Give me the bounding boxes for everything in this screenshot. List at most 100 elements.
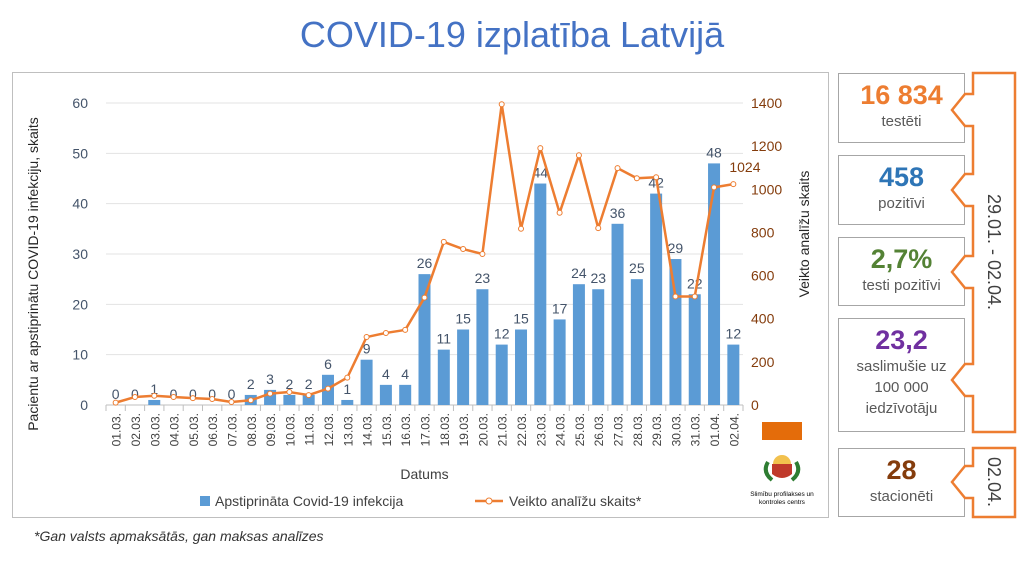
legend-line-marker xyxy=(485,497,493,505)
y2-tick-label: 1000 xyxy=(751,181,782,197)
stat-positive-rate: 2,7% testi pozitīvi xyxy=(838,237,965,306)
line-point xyxy=(170,394,177,401)
stat-tested: 16 834 testēti xyxy=(838,73,965,143)
x-tick-label: 19.03. xyxy=(457,413,471,446)
bar xyxy=(688,294,701,405)
spkc-logo: Slimību profilakses un kontroles centrs xyxy=(750,420,830,515)
x-tick-label: 23.03. xyxy=(534,413,548,446)
stat-value: 16 834 xyxy=(860,80,943,110)
bar-data-label: 11 xyxy=(437,331,452,347)
stat-value: 458 xyxy=(878,162,925,192)
period-main-label: 29.01. - 02.04. xyxy=(984,194,1004,310)
line-point xyxy=(131,394,138,401)
x-tick-label: 02.03. xyxy=(129,413,143,446)
period-single-label: 02.04. xyxy=(984,457,1004,507)
x-tick-label: 24.03. xyxy=(554,413,568,446)
line-point xyxy=(421,294,428,301)
bar-data-label: 2 xyxy=(285,376,293,392)
x-tick-label: 15.03. xyxy=(380,413,394,446)
line-data-label: 1024 xyxy=(729,159,760,175)
bar xyxy=(437,349,450,405)
x-tick-label: 10.03. xyxy=(283,413,297,446)
x-tick-label: 27.03. xyxy=(612,413,626,446)
footnote: *Gan valsts apmaksātās, gan maksas analī… xyxy=(34,528,324,544)
stat-value: 23,2 xyxy=(875,325,928,355)
line-point xyxy=(440,238,447,245)
x-tick-label: 04.03. xyxy=(168,413,182,446)
bar-data-label: 6 xyxy=(324,356,332,372)
bar xyxy=(630,279,643,405)
x-tick-label: 14.03. xyxy=(361,413,375,446)
x-tick-label: 07.03. xyxy=(225,413,239,446)
x-tick-label: 28.03. xyxy=(631,413,645,446)
period-callout-main xyxy=(950,71,1017,434)
bar-data-label: 0 xyxy=(131,386,139,402)
bar-data-label: 4 xyxy=(382,366,390,382)
line-point xyxy=(730,181,737,188)
page-title: COVID-19 izplatība Latvijā xyxy=(299,14,725,55)
y-tick-label: 40 xyxy=(72,196,88,212)
bar-data-label: 36 xyxy=(610,205,626,221)
bar-data-label: 2 xyxy=(305,376,313,392)
bar-data-label: 12 xyxy=(726,326,742,342)
logo-graphic: Slimību profilakses un kontroles centrs xyxy=(750,422,814,506)
bar xyxy=(708,163,721,405)
line-point xyxy=(305,392,312,399)
line-point xyxy=(498,101,505,108)
x-tick-label: 12.03. xyxy=(322,413,336,446)
bar xyxy=(302,394,315,405)
stat-label: stacionēti xyxy=(869,488,934,505)
stat-label: testi pozitīvi xyxy=(862,277,941,294)
y2-tick-label: 800 xyxy=(751,224,775,240)
line-point xyxy=(247,397,254,404)
y-tick-label: 60 xyxy=(72,95,88,111)
bar-data-label: 26 xyxy=(417,255,433,271)
bar-data-label: 24 xyxy=(571,265,587,281)
bar xyxy=(476,289,489,405)
bar xyxy=(418,274,431,405)
logo-text-line1: Slimību profilakses un xyxy=(750,491,814,498)
x-tick-label: 17.03. xyxy=(419,413,433,446)
bar xyxy=(650,193,663,405)
line-point xyxy=(537,145,544,152)
y2-tick-label: 1400 xyxy=(751,95,782,111)
bar xyxy=(495,344,508,405)
stat-value: 2,7% xyxy=(870,244,933,274)
line-point xyxy=(402,326,409,333)
bar-data-label: 0 xyxy=(170,386,178,402)
stat-positive: 458 pozitīvi xyxy=(838,155,965,225)
stat-incidence: 23,2 saslimušie uz 100 000 iedzīvotāju xyxy=(838,318,965,432)
bar-data-label: 2 xyxy=(247,376,255,392)
y2-axis-title: Veikto analīžu skaits xyxy=(796,171,812,298)
line-point xyxy=(324,385,331,392)
x-tick-label: 13.03. xyxy=(341,413,355,446)
bar-data-label: 15 xyxy=(513,311,529,327)
line-point xyxy=(556,209,563,216)
bar xyxy=(534,183,547,405)
legend-bar-label: Apstiprināta Covid-19 infekcija xyxy=(215,493,404,509)
bar xyxy=(399,384,412,405)
logo-text-line2: kontroles centrs xyxy=(759,499,806,506)
x-tick-label: 25.03. xyxy=(573,413,587,446)
bar xyxy=(148,399,161,405)
line-point xyxy=(112,399,119,406)
chart-container: 0 10 20 30 40 50 60 0 200 400 600 800 1000 1200 1400 01… xyxy=(12,72,829,518)
line-point xyxy=(189,395,196,402)
line-point xyxy=(382,329,389,336)
bar xyxy=(283,394,296,405)
bar-data-label: 48 xyxy=(706,144,722,160)
line-point xyxy=(151,392,158,399)
x-tick-label: 22.03. xyxy=(515,413,529,446)
period-callout-single xyxy=(950,446,1017,519)
bar xyxy=(341,399,354,405)
x-tick-label: 01.04. xyxy=(708,413,722,446)
x-tick-label: 21.03. xyxy=(496,413,510,446)
y-tick-label: 20 xyxy=(72,296,88,312)
stat-hospitalized: 28 stacionēti xyxy=(838,448,965,517)
x-tick-label: 05.03. xyxy=(187,413,201,446)
line-point xyxy=(286,389,293,396)
y2-tick-label: 1200 xyxy=(751,138,782,154)
x-tick-label: 11.03. xyxy=(303,413,317,445)
y2-tick-label: 600 xyxy=(751,268,775,284)
bar-data-label: 1 xyxy=(150,381,158,397)
